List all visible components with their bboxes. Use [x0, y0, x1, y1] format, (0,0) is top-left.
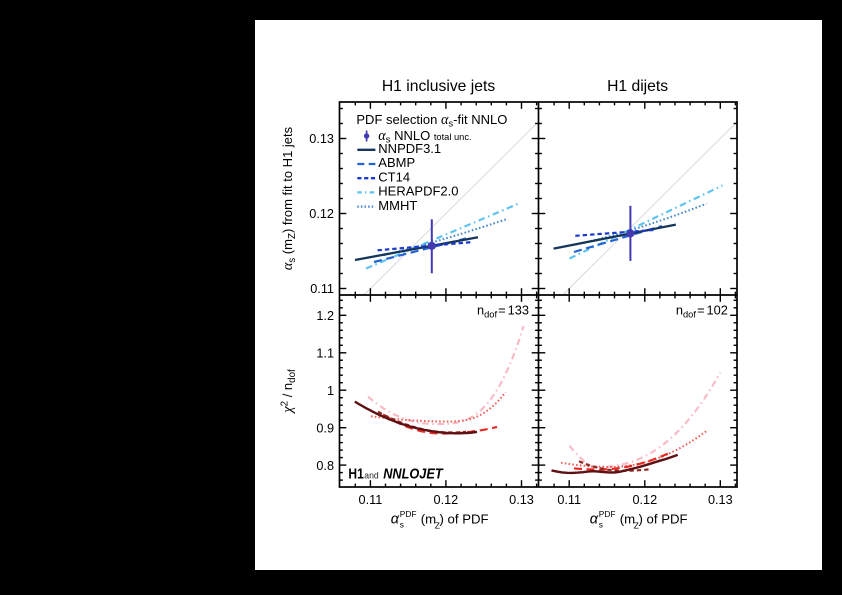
svg-text:NNPDF3.1: NNPDF3.1 [378, 141, 441, 156]
svg-text:0.11: 0.11 [557, 493, 581, 507]
svg-text:0.11: 0.11 [310, 282, 334, 296]
svg-text:0.9: 0.9 [316, 421, 334, 435]
svg-text:PDF: PDF [400, 509, 417, 519]
svg-text:1: 1 [327, 384, 334, 398]
svg-text:Z: Z [435, 521, 440, 531]
svg-text:) of PDF: ) of PDF [639, 511, 688, 526]
svg-text:H1 inclusive jets: H1 inclusive jets [382, 78, 495, 95]
svg-text:α: α [391, 511, 400, 527]
svg-text:PDF: PDF [599, 509, 616, 519]
svg-text:0.13: 0.13 [708, 493, 733, 507]
svg-text:s: s [599, 520, 603, 530]
svg-text:(m: (m [421, 511, 436, 526]
svg-text:H1 dijets: H1 dijets [607, 78, 668, 95]
svg-text:CT14: CT14 [378, 169, 410, 184]
svg-text:0.13: 0.13 [309, 132, 334, 146]
svg-text:(m: (m [620, 511, 635, 526]
svg-text:0.8: 0.8 [316, 459, 334, 473]
svg-text:ABMP: ABMP [378, 155, 415, 170]
svg-text:αs NNLO total unc.: αs NNLO total unc. [378, 128, 471, 146]
svg-text:χ2 / ndof: χ2 / ndof [280, 369, 298, 415]
svg-text:0.12: 0.12 [434, 493, 459, 507]
svg-text:Z: Z [634, 521, 639, 531]
svg-text:1.1: 1.1 [316, 347, 334, 361]
svg-text:) of PDF: ) of PDF [440, 511, 489, 526]
svg-text:PDF selection αs-fit NNLO: PDF selection αs-fit NNLO [356, 112, 507, 130]
svg-text:α: α [590, 511, 599, 527]
svg-text:MMHT: MMHT [378, 198, 417, 213]
svg-text:1.2: 1.2 [316, 309, 334, 323]
svg-text:0.13: 0.13 [509, 493, 534, 507]
svg-text:HERAPDF2.0: HERAPDF2.0 [378, 184, 458, 199]
svg-text:0.12: 0.12 [309, 207, 334, 221]
svg-text:0.11: 0.11 [359, 493, 383, 507]
svg-text:s: s [400, 520, 404, 530]
svg-text:αs (mZ) from fit to H1 jets: αs (mZ) from fit to H1 jets [280, 126, 298, 270]
svg-text:0.12: 0.12 [632, 493, 657, 507]
